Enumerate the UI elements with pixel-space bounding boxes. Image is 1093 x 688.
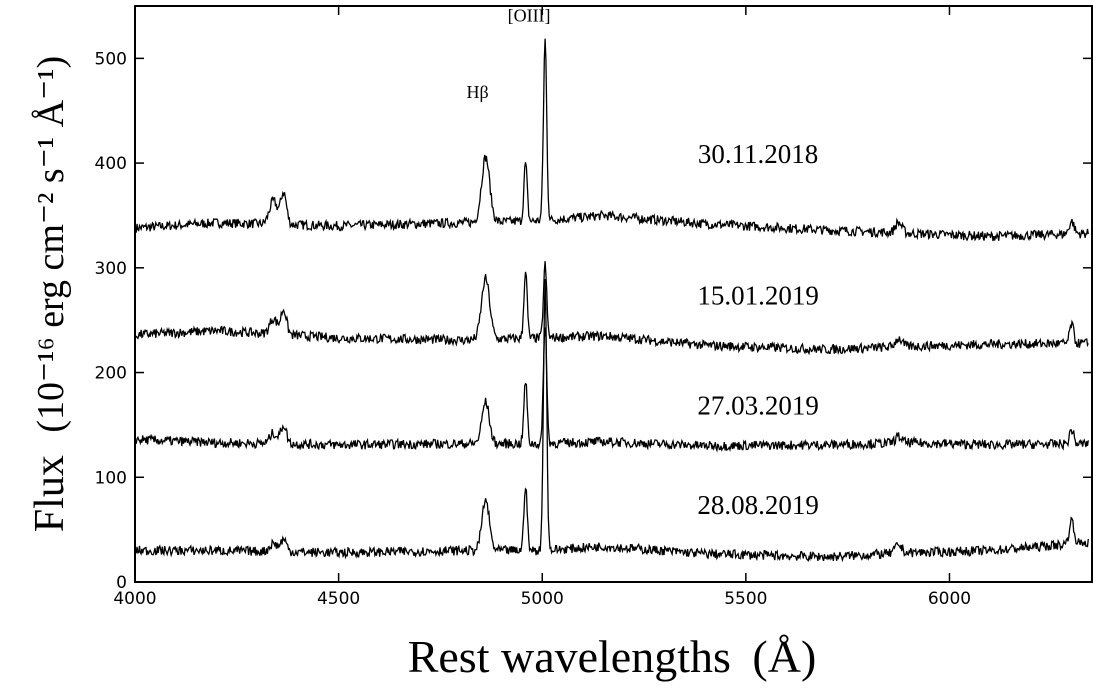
x-tick-label: 5500 xyxy=(724,589,767,609)
x-tick-label: 5000 xyxy=(521,589,564,609)
y-tick-label: 400 xyxy=(95,154,127,174)
y-tick-label: 100 xyxy=(95,468,127,488)
y-axis-label: Flux (10⁻¹⁶ erg cm⁻² s⁻¹ Å⁻¹) xyxy=(27,56,73,532)
x-axis-label: Rest wavelengths (Å) xyxy=(408,631,817,682)
series-name-label: 27.03.2019 xyxy=(697,390,819,420)
line-annotation: Hβ xyxy=(467,82,489,102)
series-line xyxy=(135,278,1089,563)
series-line xyxy=(135,261,1089,356)
y-tick-label: 200 xyxy=(95,364,127,384)
series-line xyxy=(135,327,1089,453)
plot-frame xyxy=(134,5,1093,583)
axis-ticks: 4000 4500 5000 5500 6000 0 100 200 300 400 500 xyxy=(95,6,1092,609)
series-line xyxy=(135,38,1089,242)
series-name-label: 15.01.2019 xyxy=(697,280,819,310)
y-tick-label: 0 xyxy=(116,573,127,593)
x-tick-label: 6000 xyxy=(928,589,971,609)
y-axis-title: Flux (10⁻¹⁶ erg cm⁻² s⁻¹ Å⁻¹) xyxy=(27,56,73,532)
series-name-label: 30.11.2018 xyxy=(698,139,819,169)
x-axis-unit: Å xyxy=(768,631,801,682)
x-tick-label: 4500 xyxy=(317,589,360,609)
series-name-label: 28.08.2019 xyxy=(697,490,819,520)
y-tick-label: 300 xyxy=(95,259,127,279)
series-layer xyxy=(135,38,1089,563)
y-tick-label: 500 xyxy=(95,49,127,69)
line-annotation: [OIII] xyxy=(508,6,551,26)
x-tick-label: 4000 xyxy=(113,589,156,609)
label-layer: 30.11.2018 15.01.2019 27.03.2019 28.08.2019… xyxy=(467,6,819,520)
